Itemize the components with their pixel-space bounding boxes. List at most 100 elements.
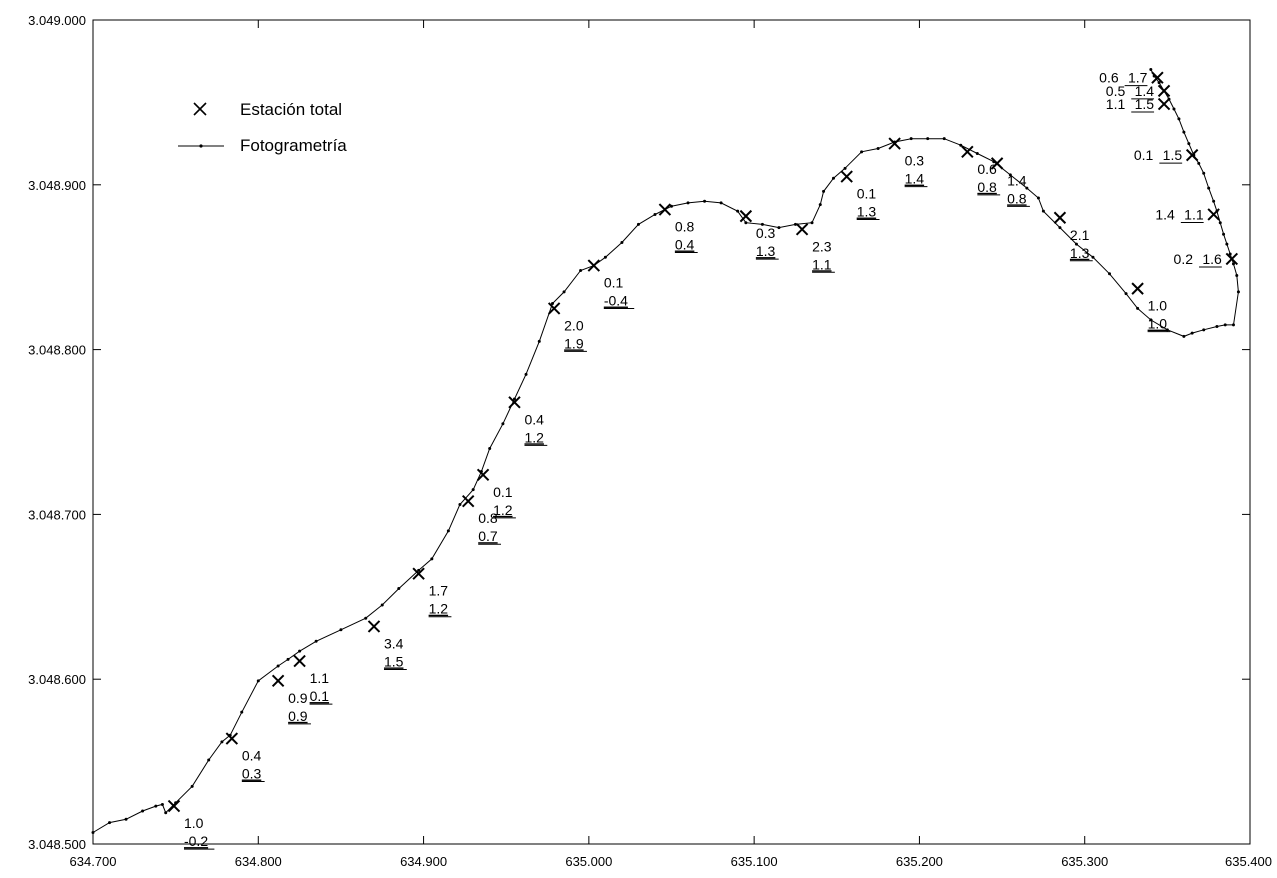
fotogrametria-point <box>942 137 946 141</box>
fotogrametria-point <box>154 804 158 808</box>
estacion-label-bottom: -0.4 <box>604 293 628 309</box>
estacion-point <box>167 799 181 813</box>
x-tick-label: 635.300 <box>1061 854 1108 869</box>
estacion-label-bottom: 0.9 <box>288 708 308 724</box>
estacion-point <box>990 157 1004 170</box>
fotogrametria-point <box>1041 209 1045 213</box>
legend-marker-fotogrametria <box>178 144 224 148</box>
fotogrametria-point <box>108 821 112 825</box>
estacion-label-top: 1.1 <box>310 670 330 686</box>
fotogrametria-point <box>471 488 475 492</box>
plot-frame <box>92 19 1251 845</box>
estacion-label-bottom: 0.4 <box>675 237 695 253</box>
y-tick-label: 3.049.000 <box>28 13 86 28</box>
estacion-label-top: 0.1 <box>857 186 877 202</box>
fotogrametria-point <box>1074 242 1078 246</box>
estacion-point <box>1207 208 1220 221</box>
fotogrametria-point <box>1225 242 1229 246</box>
estacion-point <box>888 137 901 150</box>
fotogrametria-point <box>1235 273 1239 277</box>
estacion-point <box>476 468 490 482</box>
y-tick-label: 3.048.600 <box>28 672 86 687</box>
estacion-point <box>587 259 601 272</box>
fotogrametria-point <box>1108 272 1112 276</box>
fotogrametria-point <box>190 784 194 788</box>
estacion-label-bottom: 1.2 <box>429 601 449 617</box>
fotogrametria-point <box>1190 331 1194 335</box>
estacion-label-bottom: 1.2 <box>524 429 544 445</box>
fotogrametria-point <box>1228 252 1232 256</box>
estacion-label-bottom: 1.5 <box>1163 147 1183 163</box>
legend: Estación total Fotogrametría <box>178 100 347 155</box>
estacion-label-bottom: 1.1 <box>1184 206 1204 222</box>
fotogrametria-point <box>256 679 260 683</box>
fotogrametria-point <box>501 422 505 426</box>
fotogrametria-point <box>1124 292 1128 296</box>
fotogrametria-point <box>562 290 566 294</box>
fotogrametria-point <box>760 222 764 226</box>
estacion-label-bottom: 1.3 <box>1070 245 1090 261</box>
fotogrametria-point <box>1215 325 1219 329</box>
fotogrametria-point <box>141 809 145 813</box>
fotogrametria-point <box>1187 142 1191 146</box>
fotogrametria-point <box>160 802 164 806</box>
fotogrametria-point <box>1177 117 1181 121</box>
fotogrametria-point <box>550 301 554 305</box>
estacion-label-top: 0.4 <box>524 411 544 427</box>
fotogrametria-point <box>620 240 624 244</box>
estacion-point <box>840 170 853 183</box>
fotogrametria-point <box>524 372 528 376</box>
estacion-point <box>658 203 672 216</box>
estacion-label-bottom: 1.0 <box>1148 316 1168 332</box>
fotogrametria-point <box>276 664 280 668</box>
fotogrametria-point <box>124 817 128 821</box>
estacion-point <box>1053 211 1067 224</box>
fotogrametria-point <box>1165 328 1169 332</box>
estacion-label-top: 0.3 <box>905 153 925 169</box>
fotogrametria-point <box>207 758 211 762</box>
estacion-label-top: 2.3 <box>812 238 832 254</box>
fotogrametria-point <box>1149 67 1153 71</box>
fotogrametria-point <box>164 811 168 815</box>
estacion-label-bottom: 1.7 <box>1128 70 1148 86</box>
estacion-label-bottom: 0.8 <box>1007 190 1027 206</box>
estacion-label-bottom: 1.5 <box>1135 96 1155 112</box>
fotogrametria-point <box>1172 107 1176 111</box>
fotogrametria-point <box>1008 173 1012 177</box>
estacion-label-bottom: 1.1 <box>812 256 832 272</box>
fotogrametria-point <box>579 268 583 272</box>
estacion-point <box>1157 97 1171 111</box>
legend-label-fotogrametria: Fotogrametría <box>240 136 347 155</box>
estacion-label-bottom: 1.2 <box>493 502 513 518</box>
fotogrametria-point <box>240 710 244 714</box>
fotogrametria-point <box>653 212 657 216</box>
estacion-label-top: 1.4 <box>1007 172 1027 188</box>
estacion-label-bottom: 1.3 <box>756 243 776 259</box>
fotogrametria-point <box>1058 226 1062 230</box>
fotogrametria-point <box>670 204 673 208</box>
estacion-label-top: 1.4 <box>1155 206 1175 222</box>
fotogrametria-point <box>537 339 541 343</box>
estacion-label-bottom: 1.6 <box>1202 251 1222 267</box>
y-tick-label: 3.048.700 <box>28 507 86 522</box>
estacion-label-top: 0.8 <box>478 510 498 526</box>
fotogrametria-point <box>777 226 781 230</box>
x-tick-label: 635.200 <box>896 854 943 869</box>
fotogrametria-point <box>860 150 864 154</box>
estacion-point <box>412 567 425 580</box>
estacion-label-top: 0.4 <box>242 748 262 764</box>
fotogrametria-point <box>1025 186 1029 190</box>
estacion-point <box>461 495 475 508</box>
estacion-label-top: 2.1 <box>1070 227 1090 243</box>
estacion-label-top: 1.0 <box>184 815 204 831</box>
estacion-label-top: 0.1 <box>604 275 624 291</box>
estacion-label-top: 0.6 <box>1099 70 1119 86</box>
estacion-label-bottom: 1.3 <box>857 204 877 220</box>
fotogrametria-point <box>430 557 434 561</box>
estacion-label-top: 0.2 <box>1174 251 1194 267</box>
estacion-label-top: 0.1 <box>1134 147 1154 163</box>
fotogrametria-point <box>458 503 462 507</box>
estacion-point <box>739 209 753 223</box>
estacion-point <box>367 620 381 633</box>
estacion-label-top: 1.7 <box>429 583 449 599</box>
